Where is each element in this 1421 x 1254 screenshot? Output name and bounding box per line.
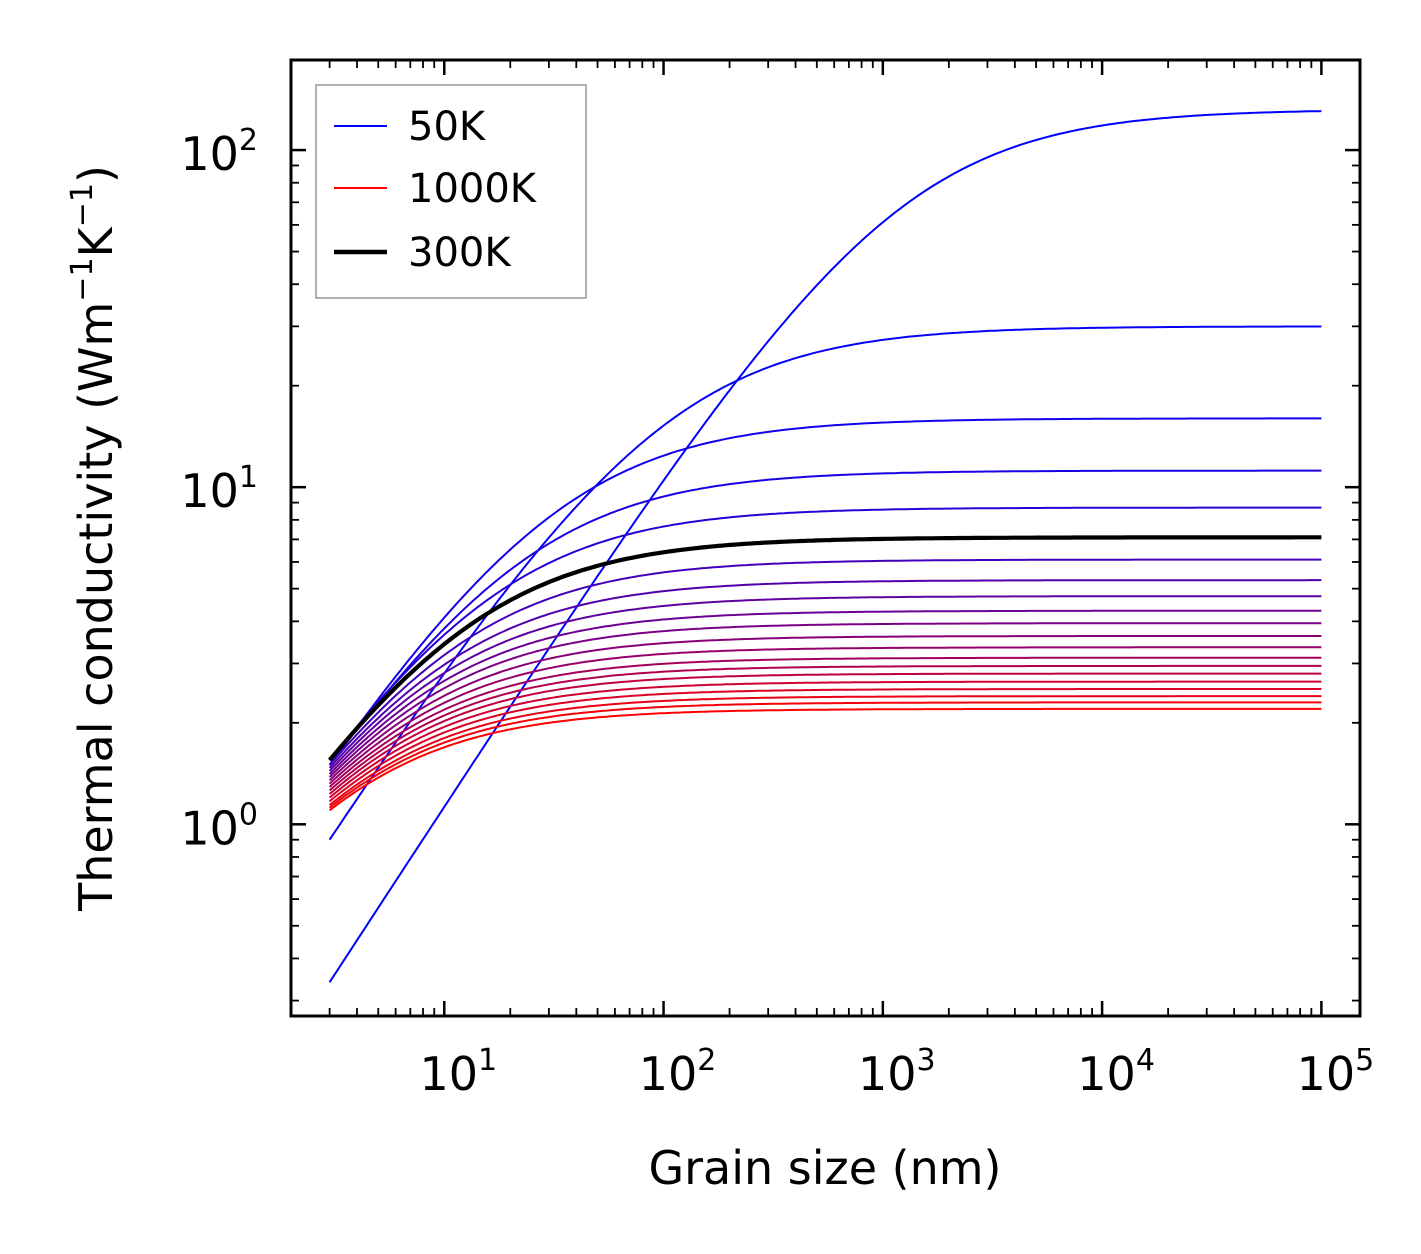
series-line-1000k: [328, 707, 1322, 812]
y-axis-title-exp-2: −1: [65, 183, 100, 227]
y-axis-title: Thermal conductivity (Wm−1K−1): [65, 165, 123, 912]
y-axis-title-exp-1: −1: [65, 257, 100, 301]
legend-label-300k: 300K: [408, 230, 512, 276]
series-line-350k: [328, 558, 1322, 766]
x-tick-label: 105: [1297, 1043, 1375, 1101]
series-line-450k: [328, 595, 1322, 772]
series-line-975k: [328, 701, 1322, 809]
x-tick-label: 103: [858, 1043, 936, 1101]
legend-label-1000k: 1000K: [408, 166, 538, 212]
x-axis-title: Grain size (nm): [649, 1141, 1002, 1195]
series-line-550k: [328, 622, 1322, 778]
legend-label-50k: 50K: [408, 104, 487, 150]
x-tick-label: 104: [1077, 1043, 1155, 1101]
series-line-250k: [328, 506, 1322, 761]
series-line-850k: [328, 680, 1322, 799]
series-line-400k: [328, 579, 1322, 769]
y-tick-label: 101: [180, 460, 258, 518]
x-tick-label: 101: [419, 1043, 497, 1101]
y-axis-title-main: Thermal conductivity (Wm: [69, 302, 123, 912]
series-line-300k: [327, 535, 1322, 762]
y-axis-title-close: ): [69, 165, 123, 183]
x-tick-label: 102: [639, 1043, 717, 1101]
y-tick-label: 100: [180, 797, 258, 855]
y-tick-label: 102: [180, 123, 258, 181]
series-line-800k: [328, 672, 1322, 795]
series-line-950k: [328, 695, 1322, 806]
series-line-50k: [328, 110, 1322, 983]
series-line-700k: [328, 656, 1322, 788]
series-line-100k: [328, 325, 1322, 841]
tick-labels-layer: 101 102 103 104 105 100 101 102: [180, 123, 1374, 1101]
series-line-500k: [328, 609, 1322, 775]
series-layer: [327, 110, 1322, 983]
legend-box: [315, 84, 587, 299]
series-line-600k: [328, 635, 1322, 782]
series-line-900k: [328, 688, 1322, 803]
y-axis-title-unit: K: [69, 225, 123, 257]
plot-frame: [289, 58, 1362, 1018]
series-line-150k: [328, 417, 1322, 766]
series-line-650k: [328, 646, 1322, 785]
series-line-200k: [328, 469, 1322, 766]
series-line-750k: [328, 664, 1322, 792]
legend: 50K 1000K 300K: [315, 84, 587, 299]
